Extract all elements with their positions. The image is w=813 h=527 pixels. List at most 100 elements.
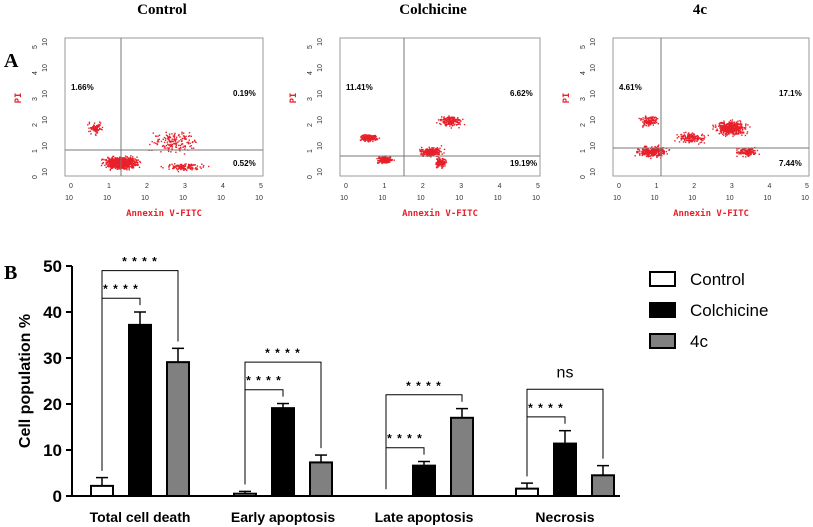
flow-dot <box>644 149 646 151</box>
flow-dot <box>111 160 113 163</box>
flow-dot <box>372 137 374 140</box>
flow-dot <box>384 156 386 159</box>
x-tick-exponent: 2 <box>421 183 425 190</box>
flow-dot <box>654 122 656 124</box>
significance-label: ns <box>557 364 574 381</box>
flow-dot <box>96 127 98 130</box>
flow-dot <box>655 117 657 119</box>
flow-dot <box>97 125 99 127</box>
flow-dot <box>647 125 649 127</box>
flow-dot <box>444 165 446 167</box>
flow-dot <box>683 134 685 137</box>
flow-dot <box>731 119 734 121</box>
flow-dot <box>180 166 182 168</box>
flow-dot <box>112 155 115 158</box>
flow-dot <box>738 153 740 155</box>
flow-dot <box>116 168 118 170</box>
flow-dot <box>686 137 688 140</box>
flow-dot <box>129 157 131 159</box>
flow-dot <box>699 137 701 140</box>
flow-dot <box>454 119 456 121</box>
flow-dot <box>718 132 720 135</box>
flow-dot <box>108 161 110 163</box>
flow-dot <box>451 124 454 127</box>
flow-dot <box>129 163 131 165</box>
flow-dot <box>654 116 657 119</box>
flow-dot <box>657 153 659 156</box>
flow-dot <box>444 117 446 120</box>
flow-dot <box>721 127 723 129</box>
quadrant-label-lr: 7.44% <box>779 159 802 168</box>
flow-dot <box>721 127 724 130</box>
flow-dot <box>666 153 668 155</box>
flow-dot <box>722 126 724 129</box>
flow-dot <box>378 137 381 139</box>
flow-dot <box>437 150 439 153</box>
flow-dot <box>379 156 381 158</box>
flow-dot <box>646 123 649 125</box>
flow-dot <box>100 164 103 167</box>
flow-dot <box>112 166 114 168</box>
flow-dot <box>118 168 120 170</box>
flow-dot <box>693 138 695 140</box>
flow-dot <box>737 128 740 130</box>
flow-dot <box>425 152 427 154</box>
flow-dot <box>695 137 697 140</box>
flow-dot <box>126 169 128 171</box>
flow-dot <box>162 138 164 140</box>
flow-dot <box>737 147 740 150</box>
flow-dot <box>691 137 694 140</box>
y-tick-base: 10 <box>317 90 324 98</box>
flow-dot <box>360 135 363 137</box>
flow-dot <box>439 159 442 161</box>
flow-dot <box>382 156 384 159</box>
flow-dot <box>189 165 191 167</box>
flow-dot <box>156 141 159 143</box>
flow-dot <box>645 124 647 127</box>
flow-dot <box>126 163 128 166</box>
flow-dot <box>174 166 176 168</box>
y-tick-label: 40 <box>43 303 62 322</box>
flow-dot <box>93 122 96 124</box>
flow-dot <box>162 167 164 169</box>
flow-dot <box>735 129 738 131</box>
flow-dot <box>96 131 98 134</box>
flow-dots <box>87 121 210 173</box>
flow-dot <box>737 122 739 124</box>
flow-dot <box>663 153 665 155</box>
flow-dot <box>126 167 128 169</box>
y-tick-base: 10 <box>590 90 597 98</box>
flow-dot <box>654 145 656 148</box>
flow-dot <box>384 160 386 162</box>
flow-dot <box>724 125 727 128</box>
flow-dot <box>681 137 684 139</box>
flow-dot <box>655 151 658 153</box>
flow-dot <box>642 125 644 127</box>
flow-dot <box>127 158 129 160</box>
flow-dot <box>438 152 440 154</box>
flow-dot <box>715 129 717 132</box>
flow-dot <box>188 135 191 137</box>
flow-dot <box>93 126 95 128</box>
flow-dot <box>372 135 374 138</box>
flow-dot <box>674 140 676 142</box>
flow-dot <box>723 123 725 125</box>
flow-dot <box>444 158 446 161</box>
flow-dot <box>169 136 172 139</box>
flow-dot <box>645 146 648 148</box>
flow-dot <box>686 139 688 141</box>
flow-dot <box>453 121 455 123</box>
flow-dot <box>728 131 730 134</box>
flow-dot <box>375 138 377 141</box>
quadrant-label-ul: 11.41% <box>346 83 373 92</box>
flow-dot <box>450 116 453 118</box>
flow-dot <box>647 150 650 152</box>
flow-dot <box>659 149 661 151</box>
flow-dot <box>712 124 714 126</box>
bar-control-3 <box>515 487 539 498</box>
flow-dot <box>747 148 750 150</box>
flow-dot <box>96 126 98 129</box>
flow-dot <box>160 140 163 143</box>
flow-dot <box>136 159 138 161</box>
flow-dot <box>736 151 738 154</box>
